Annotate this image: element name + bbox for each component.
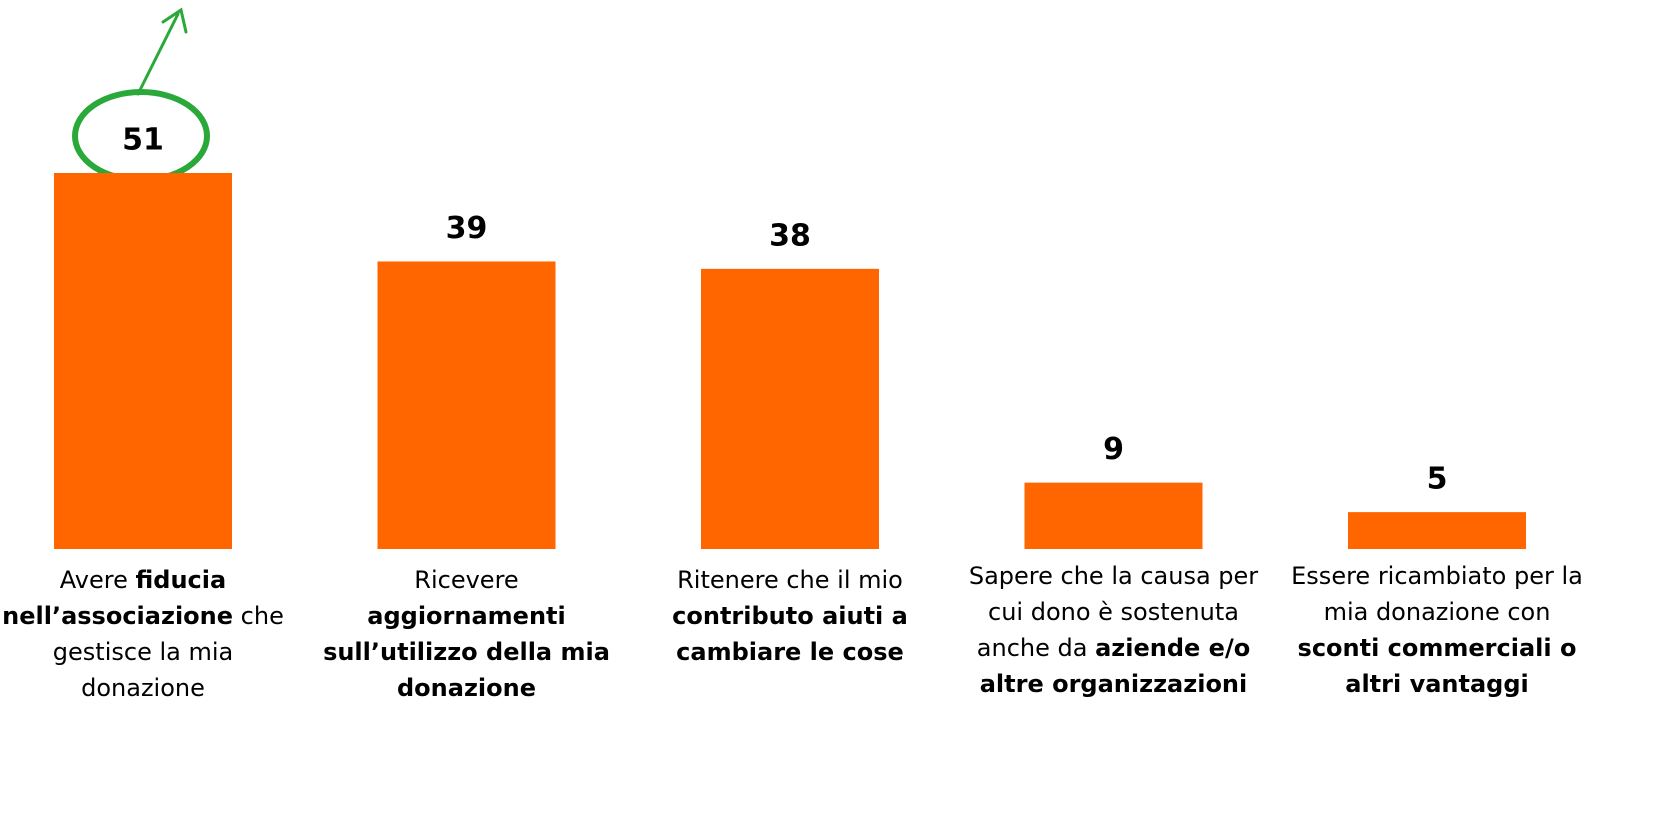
bar: [377, 261, 556, 549]
category-text: che gestisce la mia donazione: [52, 602, 284, 702]
category-text: Ritenere che il mio: [677, 566, 903, 594]
value-label: 38: [769, 218, 811, 253]
category-text-bold: fiducia nell’associazione: [2, 566, 234, 630]
category-text-bold: contributo aiuti a cambiare le cose: [672, 602, 908, 666]
category-label: Ritenere che il mio contributo aiuti a c…: [640, 562, 940, 670]
bar: [1348, 512, 1526, 549]
bar: [701, 268, 879, 549]
value-label: 9: [1103, 432, 1124, 467]
category-text-bold: aggiornamenti sull’utilizzo della mia do…: [323, 602, 610, 702]
category-text: Essere ricambiato per la mia donazione c…: [1291, 562, 1583, 626]
category-label: Ricevere aggiornamenti sull’utilizzo del…: [317, 562, 617, 706]
bar: [54, 173, 232, 549]
value-label: 51: [122, 123, 164, 158]
category-label: Essere ricambiato per la mia donazione c…: [1287, 558, 1587, 702]
value-label: 5: [1427, 462, 1448, 497]
value-label: 39: [446, 211, 488, 246]
category-label: Sapere che la causa per cui dono è soste…: [964, 558, 1264, 702]
category-label: Avere fiducia nell’associazione che gest…: [0, 562, 293, 706]
category-text: Avere: [59, 566, 136, 594]
category-text: Ricevere: [414, 566, 519, 594]
highlight-arrow: [136, 7, 188, 96]
category-text-bold: aziende e/o altre organizzazioni: [979, 634, 1251, 698]
category-text: Sapere che la causa per cui dono è soste…: [968, 562, 1259, 662]
bar: [1024, 482, 1203, 549]
category-text-bold: sconti commerciali o altri vantaggi: [1297, 634, 1577, 698]
